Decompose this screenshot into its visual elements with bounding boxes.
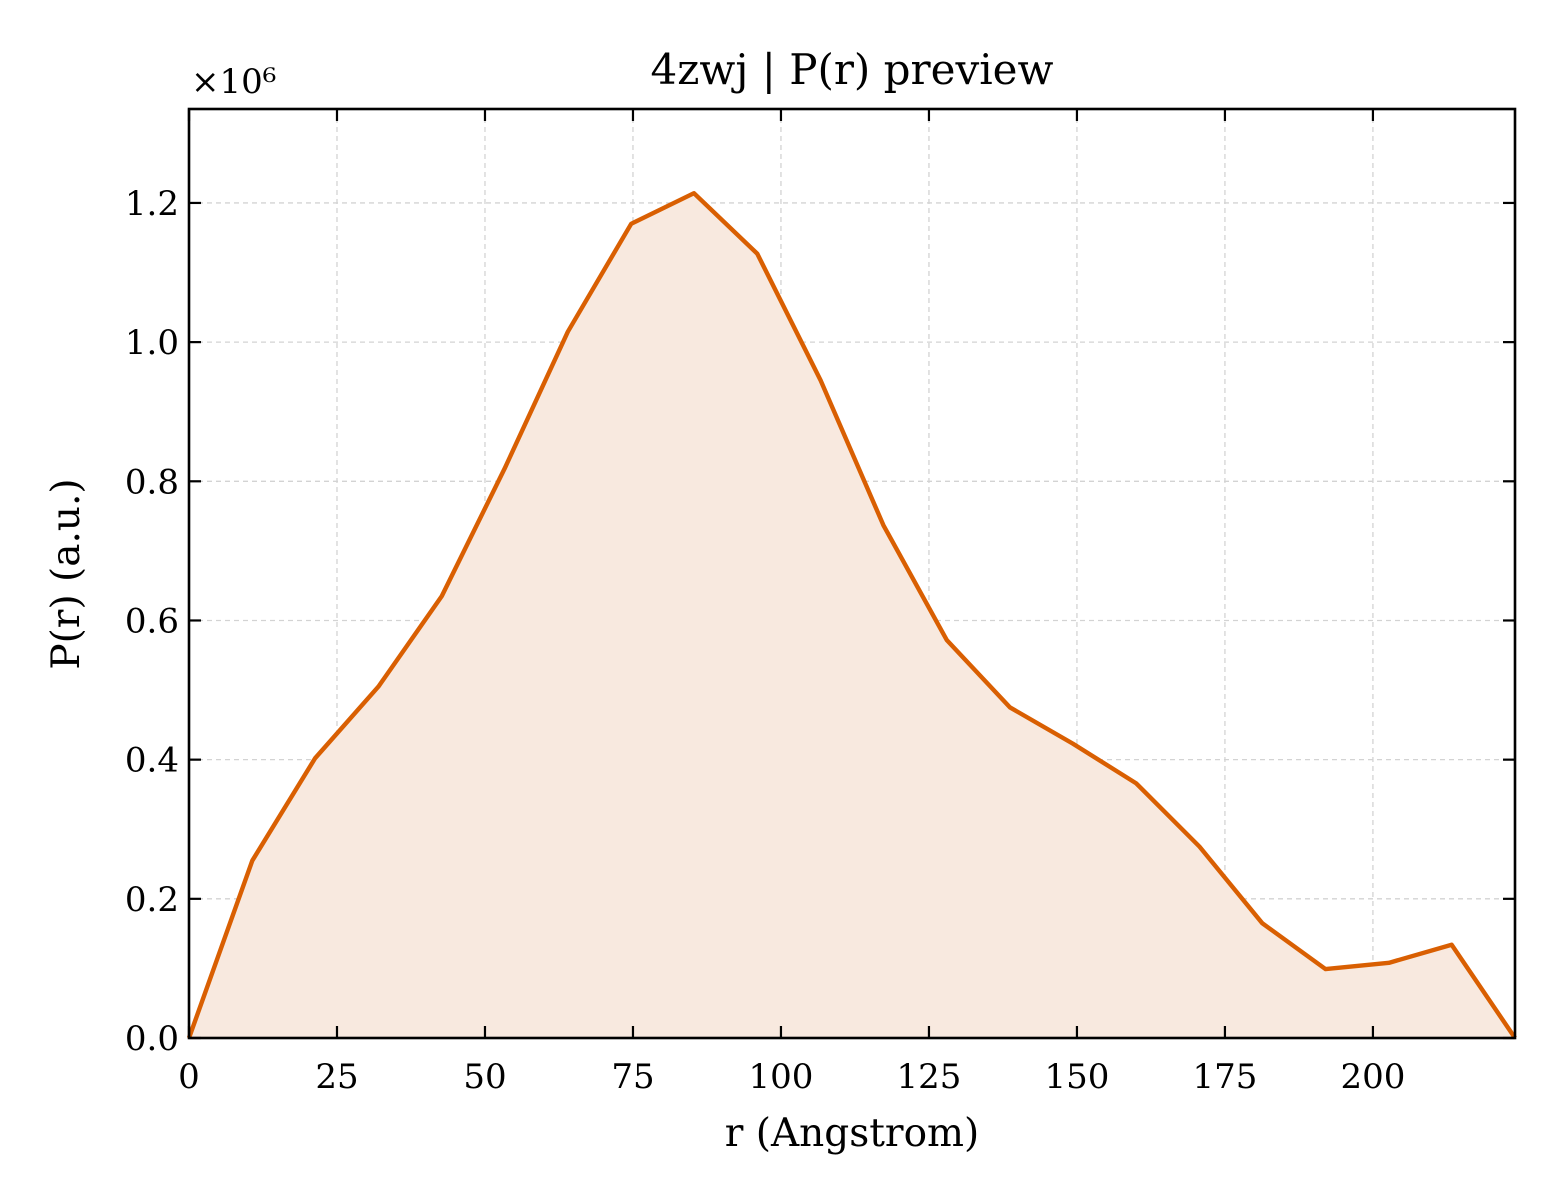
y-tick-label: 0.6 [125,601,179,641]
y-tick-label: 0.4 [125,741,179,781]
area-fill [189,193,1515,1038]
x-tick-label: 100 [749,1057,814,1097]
x-axis-label: r (Angstrom) [725,1111,980,1156]
y-tick-label: 0.0 [125,1019,179,1059]
y-tick-label: 0.8 [125,462,179,502]
x-tick-label: 75 [611,1057,654,1097]
tick-layer: 0 25 50 75 100 125 150 175 200 0.0 0.2 0.4 0.6 0.8 1.0… [125,109,1515,1097]
plot-frame [187,107,1517,1040]
y-tick-label: 1.0 [125,323,179,363]
x-tick-label: 200 [1340,1057,1405,1097]
x-tick-label: 125 [897,1057,962,1097]
y-offset-label: ×10⁶ [191,62,276,102]
x-tick-label: 175 [1192,1057,1257,1097]
x-tick-label: 50 [463,1057,506,1097]
chart-title: 4zwj | P(r) preview [651,45,1054,94]
x-tick-label: 150 [1044,1057,1109,1097]
y-tick-label: 0.2 [125,880,179,920]
x-tick-label: 0 [178,1057,200,1097]
y-tick-label: 1.2 [125,184,179,224]
x-tick-label: 25 [315,1057,358,1097]
data-line [186,191,1517,1040]
y-axis-label: P(r) (a.u.) [44,478,89,669]
